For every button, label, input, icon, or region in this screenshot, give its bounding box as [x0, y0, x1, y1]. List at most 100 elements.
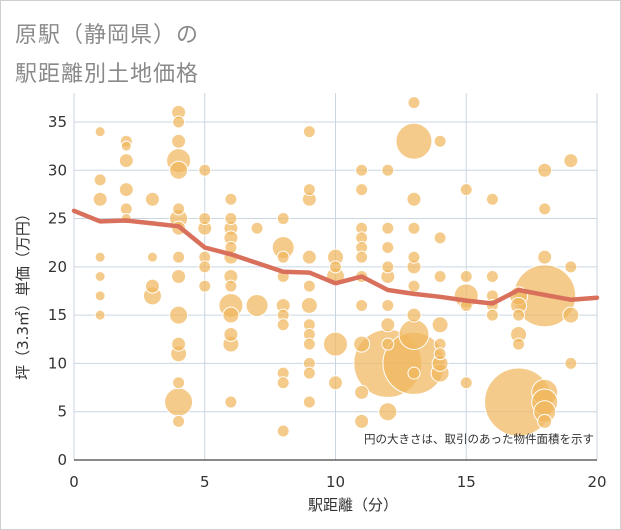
- bubble-point: [164, 387, 194, 417]
- bubble-point: [302, 366, 316, 380]
- bubble-point: [171, 133, 187, 149]
- x-tick-label: 5: [200, 473, 210, 491]
- y-tick-label: 35: [48, 113, 67, 131]
- bubble-point: [120, 140, 132, 152]
- bubble-point: [245, 293, 269, 317]
- bubble-point: [222, 306, 240, 324]
- bubble-point: [380, 317, 396, 333]
- bubble-point: [398, 318, 430, 350]
- bubble-point: [562, 306, 580, 324]
- bubble-point: [172, 376, 186, 390]
- bubble-point: [355, 250, 369, 264]
- x-tick-label: 15: [457, 473, 476, 491]
- bubble-point: [407, 221, 421, 235]
- trend-line: [71, 208, 600, 306]
- bubble-point: [276, 250, 290, 264]
- bubble-point: [407, 96, 421, 110]
- x-tick-label: 20: [587, 473, 606, 491]
- bubble-point: [302, 183, 316, 197]
- bubble-point: [276, 424, 290, 438]
- bubble-point: [198, 260, 212, 274]
- bubble-point: [172, 115, 186, 129]
- bubble-point: [198, 279, 212, 293]
- bubble-point: [431, 316, 449, 334]
- bubble-point: [512, 337, 526, 351]
- bubble-point: [381, 298, 395, 312]
- bubble-point: [381, 241, 395, 255]
- bubble-point: [433, 347, 447, 361]
- bubble-point: [354, 413, 370, 429]
- bubble-point: [563, 153, 579, 169]
- bubble-point: [328, 375, 343, 391]
- bubble-point: [433, 270, 447, 283]
- bubble-point: [406, 191, 422, 207]
- bubble-point: [171, 336, 187, 352]
- bubble-point: [224, 279, 238, 293]
- bubble-point: [169, 305, 189, 325]
- bubble-point: [118, 182, 134, 198]
- bubble-point: [407, 279, 421, 293]
- bubble-point: [407, 250, 421, 264]
- y-tick-label: 15: [48, 306, 67, 324]
- bubble-point: [433, 134, 447, 148]
- bubble-point: [223, 326, 239, 342]
- x-tick-labels: 0 5 10 15 20: [69, 473, 606, 491]
- chart-title-line-1: 原駅（静岡県）の: [15, 23, 200, 48]
- y-tick-label: 30: [48, 161, 67, 179]
- x-tick-label: 0: [69, 473, 79, 491]
- x-tick-label: 10: [326, 473, 345, 491]
- bubble-point: [406, 307, 422, 323]
- bubble-point: [537, 249, 553, 265]
- bubble-point: [302, 395, 316, 409]
- bubble-point: [381, 260, 395, 274]
- bubble-point: [94, 271, 106, 282]
- bubble-point: [276, 376, 290, 390]
- bubble-point: [171, 269, 187, 284]
- bubble-point: [459, 183, 473, 197]
- y-tick-labels: 0 5 10 15 20 25 30 35: [48, 113, 67, 469]
- bubble-point: [93, 173, 107, 187]
- trend-line-series: [71, 208, 600, 306]
- bubble-point: [302, 279, 316, 293]
- bubble-point: [378, 402, 398, 422]
- bubble-point: [146, 251, 158, 263]
- bubble-point: [250, 221, 264, 235]
- bubble-point: [224, 192, 238, 206]
- bubble-point: [323, 331, 348, 357]
- chart-title-line-2: 駅距離別土地価格: [15, 62, 200, 87]
- bubble-point: [381, 337, 395, 351]
- bubble-point: [276, 318, 290, 332]
- bubble-point: [94, 309, 106, 321]
- y-tick-label: 5: [57, 403, 67, 421]
- bubble-point: [407, 366, 421, 380]
- bubble-point: [94, 251, 106, 263]
- bubble-point: [169, 160, 189, 180]
- bubble-point: [276, 212, 290, 226]
- x-axis-label: 駅距離（分）: [308, 496, 398, 514]
- y-tick-label: 10: [48, 354, 67, 372]
- y-tick-label: 20: [48, 258, 67, 276]
- bubble-point: [355, 298, 369, 312]
- bubble-point: [224, 395, 238, 409]
- bubble-point: [459, 376, 473, 390]
- bubble-point: [355, 183, 369, 197]
- y-tick-label: 25: [48, 210, 67, 228]
- bubble-point: [329, 260, 342, 274]
- y-tick-label: 0: [57, 451, 67, 469]
- bubble-point: [92, 191, 108, 207]
- bubble-point: [94, 290, 106, 302]
- bubble-point: [381, 163, 395, 177]
- bubble-point: [198, 212, 212, 226]
- bubble-point: [485, 308, 499, 322]
- bubble-size-note: 円の大きさは、取引のあった物件面積を示す: [364, 432, 594, 446]
- bubble-point: [224, 212, 238, 226]
- bubble-point: [144, 191, 160, 207]
- bubble-point: [395, 122, 433, 160]
- bubble-point: [300, 296, 318, 314]
- bubble-point: [198, 163, 212, 177]
- bubble-point: [172, 202, 186, 216]
- bubble-point: [459, 270, 473, 283]
- bubble-point: [172, 250, 186, 264]
- bubble-point: [485, 192, 499, 206]
